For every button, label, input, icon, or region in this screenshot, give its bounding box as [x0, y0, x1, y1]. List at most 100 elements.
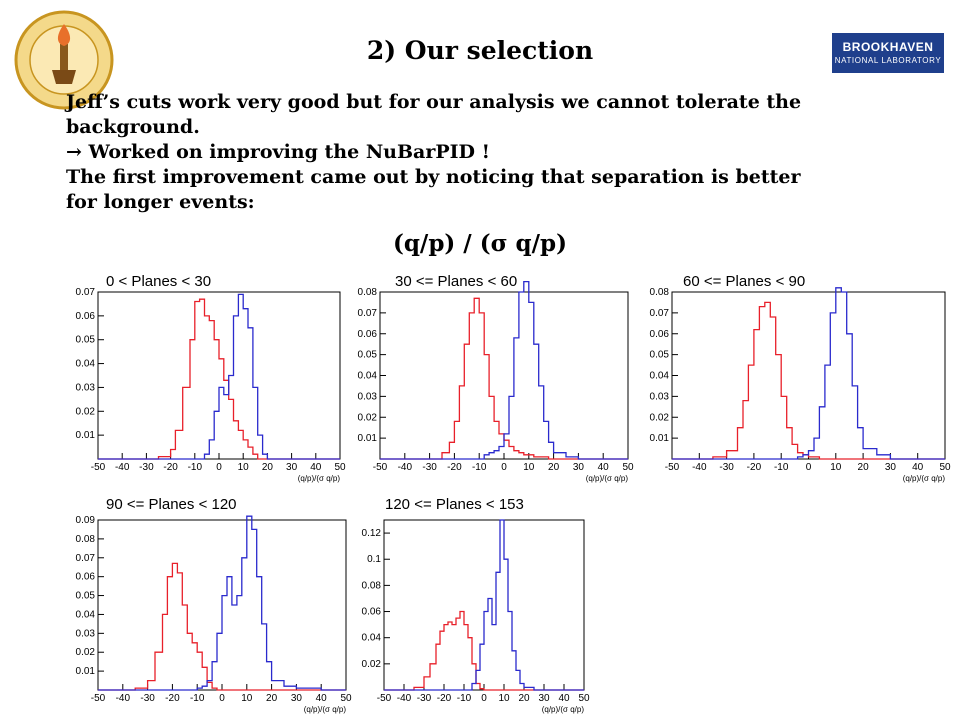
series-red-histogram: [672, 301, 945, 460]
y-tick-label: 0.03: [76, 628, 96, 639]
formula-heading: (q/p) / (σ q/p): [392, 230, 568, 257]
x-axis-label: (q/p)/(σ q/p): [542, 705, 585, 714]
x-tick-label: 0: [219, 693, 225, 704]
x-tick-label: -20: [163, 462, 178, 473]
slide-body: Jeff’s cuts work very good but for our a…: [66, 90, 926, 215]
panel-title-5: 120 <= Planes < 153: [385, 496, 524, 513]
series-blue-histogram: [380, 280, 628, 460]
x-tick-label: 10: [830, 462, 842, 473]
body-line-5: for longer events:: [66, 191, 255, 213]
y-tick-label: 0.01: [650, 433, 670, 444]
x-tick-label: 10: [238, 462, 250, 473]
x-tick-label: -50: [91, 462, 106, 473]
x-tick-label: -50: [373, 462, 388, 473]
y-tick-label: 0.04: [358, 371, 378, 382]
x-tick-label: 20: [266, 693, 278, 704]
y-tick-label: 0.04: [362, 633, 382, 644]
plot-frame: [671, 291, 946, 460]
series-blue-histogram: [98, 293, 340, 460]
y-tick-label: 0.02: [76, 406, 96, 417]
series-red-histogram: [384, 610, 584, 691]
histogram-panel-5: 0.02 0.04 0.06 0.08 0.1 0.12 -50 -40 -30 -20 -10 0 1…: [362, 519, 590, 714]
body-line-4: The first improvement came out by notici…: [66, 166, 801, 188]
x-tick-label: 40: [310, 462, 322, 473]
x-tick-label: 30: [573, 462, 585, 473]
x-tick-label: 40: [598, 462, 610, 473]
histogram-panel-3: 0.01 0.02 0.03 0.04 0.05 0.06 0.07 0.08 -50 -40 -3…: [650, 287, 951, 483]
y-tick-label: 0.07: [650, 308, 670, 319]
y-tick-label: 0.04: [76, 359, 96, 370]
x-tick-label: 50: [939, 462, 951, 473]
x-axis-label: (q/p)/(σ q/p): [586, 474, 629, 483]
y-tick-label: 0.01: [76, 430, 96, 441]
y-tick-label: 0.08: [76, 534, 96, 545]
x-tick-label: -30: [719, 462, 734, 473]
series-red-histogram: [98, 562, 346, 691]
y-tick-label: 0.01: [76, 666, 96, 677]
x-tick-label: -10: [457, 693, 472, 704]
y-tick-label: 0.06: [76, 572, 96, 583]
plot-frame: [383, 519, 585, 691]
x-tick-label: 30: [538, 693, 550, 704]
y-tick-label: 0.03: [358, 391, 378, 402]
x-axis-label: (q/p)/(σ q/p): [903, 474, 946, 483]
y-tick-label: 0.02: [650, 412, 670, 423]
x-tick-label: -30: [139, 462, 154, 473]
y-tick-label: 0.07: [358, 308, 378, 319]
x-tick-label: 50: [340, 693, 352, 704]
brookhaven-logo: BROOKHAVEN NATIONAL LABORATORY: [832, 33, 944, 73]
body-line-1: Jeff’s cuts work very good but for our a…: [66, 91, 802, 113]
series-blue-histogram: [672, 287, 945, 460]
x-tick-label: 0: [501, 462, 507, 473]
x-tick-label: -30: [422, 462, 437, 473]
y-tick-label: 0.07: [76, 553, 96, 564]
y-tick-label: 0.07: [76, 287, 96, 298]
x-tick-label: -10: [774, 462, 789, 473]
x-tick-label: -40: [692, 462, 707, 473]
body-line-2: background.: [66, 116, 200, 138]
y-tick-label: 0.01: [358, 433, 378, 444]
x-tick-label: -40: [398, 462, 413, 473]
y-tick-label: 0.05: [76, 335, 96, 346]
x-tick-label: 20: [548, 462, 560, 473]
x-tick-label: 0: [216, 462, 222, 473]
y-tick-label: 0.03: [650, 391, 670, 402]
x-axis-label: (q/p)/(σ q/p): [304, 705, 347, 714]
x-tick-label: -40: [116, 693, 131, 704]
y-tick-label: 0.02: [76, 647, 96, 658]
panel-title-3: 60 <= Planes < 90: [683, 273, 806, 290]
x-tick-label: -40: [115, 462, 130, 473]
y-tick-label: 0.12: [362, 528, 382, 539]
x-tick-label: 30: [885, 462, 897, 473]
y-tick-label: 0.08: [358, 287, 378, 298]
x-tick-label: 10: [523, 462, 535, 473]
series-blue-histogram: [98, 515, 346, 691]
body-line-3: → Worked on improving the NuBarPID !: [66, 141, 490, 163]
x-tick-label: 50: [622, 462, 634, 473]
x-tick-label: 30: [291, 693, 303, 704]
x-tick-label: 0: [481, 693, 487, 704]
x-tick-label: -10: [472, 462, 487, 473]
histogram-panel-1: 0.01 0.02 0.03 0.04 0.05 0.06 0.07 -50 -40 -30 -20…: [76, 287, 346, 483]
x-tick-label: -10: [190, 693, 205, 704]
x-tick-label: 50: [578, 693, 590, 704]
x-tick-label: 30: [286, 462, 298, 473]
y-tick-label: 0.02: [358, 412, 378, 423]
x-tick-label: 40: [316, 693, 328, 704]
y-tick-label: 0.1: [367, 554, 381, 565]
panel-title-2: 30 <= Planes < 60: [395, 273, 518, 290]
panel-title-1: 0 < Planes < 30: [106, 273, 212, 290]
y-tick-label: 0.04: [650, 371, 670, 382]
y-tick-label: 0.04: [76, 609, 96, 620]
x-tick-label: -20: [447, 462, 462, 473]
y-tick-label: 0.08: [650, 287, 670, 298]
x-tick-label: 0: [806, 462, 812, 473]
y-tick-label: 0.08: [362, 580, 382, 591]
y-tick-label: 0.06: [650, 329, 670, 340]
y-tick-label: 0.03: [76, 382, 96, 393]
y-tick-label: 0.09: [76, 515, 96, 526]
panel-title-4: 90 <= Planes < 120: [106, 496, 237, 513]
x-tick-label: -20: [165, 693, 180, 704]
y-tick-label: 0.06: [362, 607, 382, 618]
series-red-histogram: [98, 298, 340, 460]
